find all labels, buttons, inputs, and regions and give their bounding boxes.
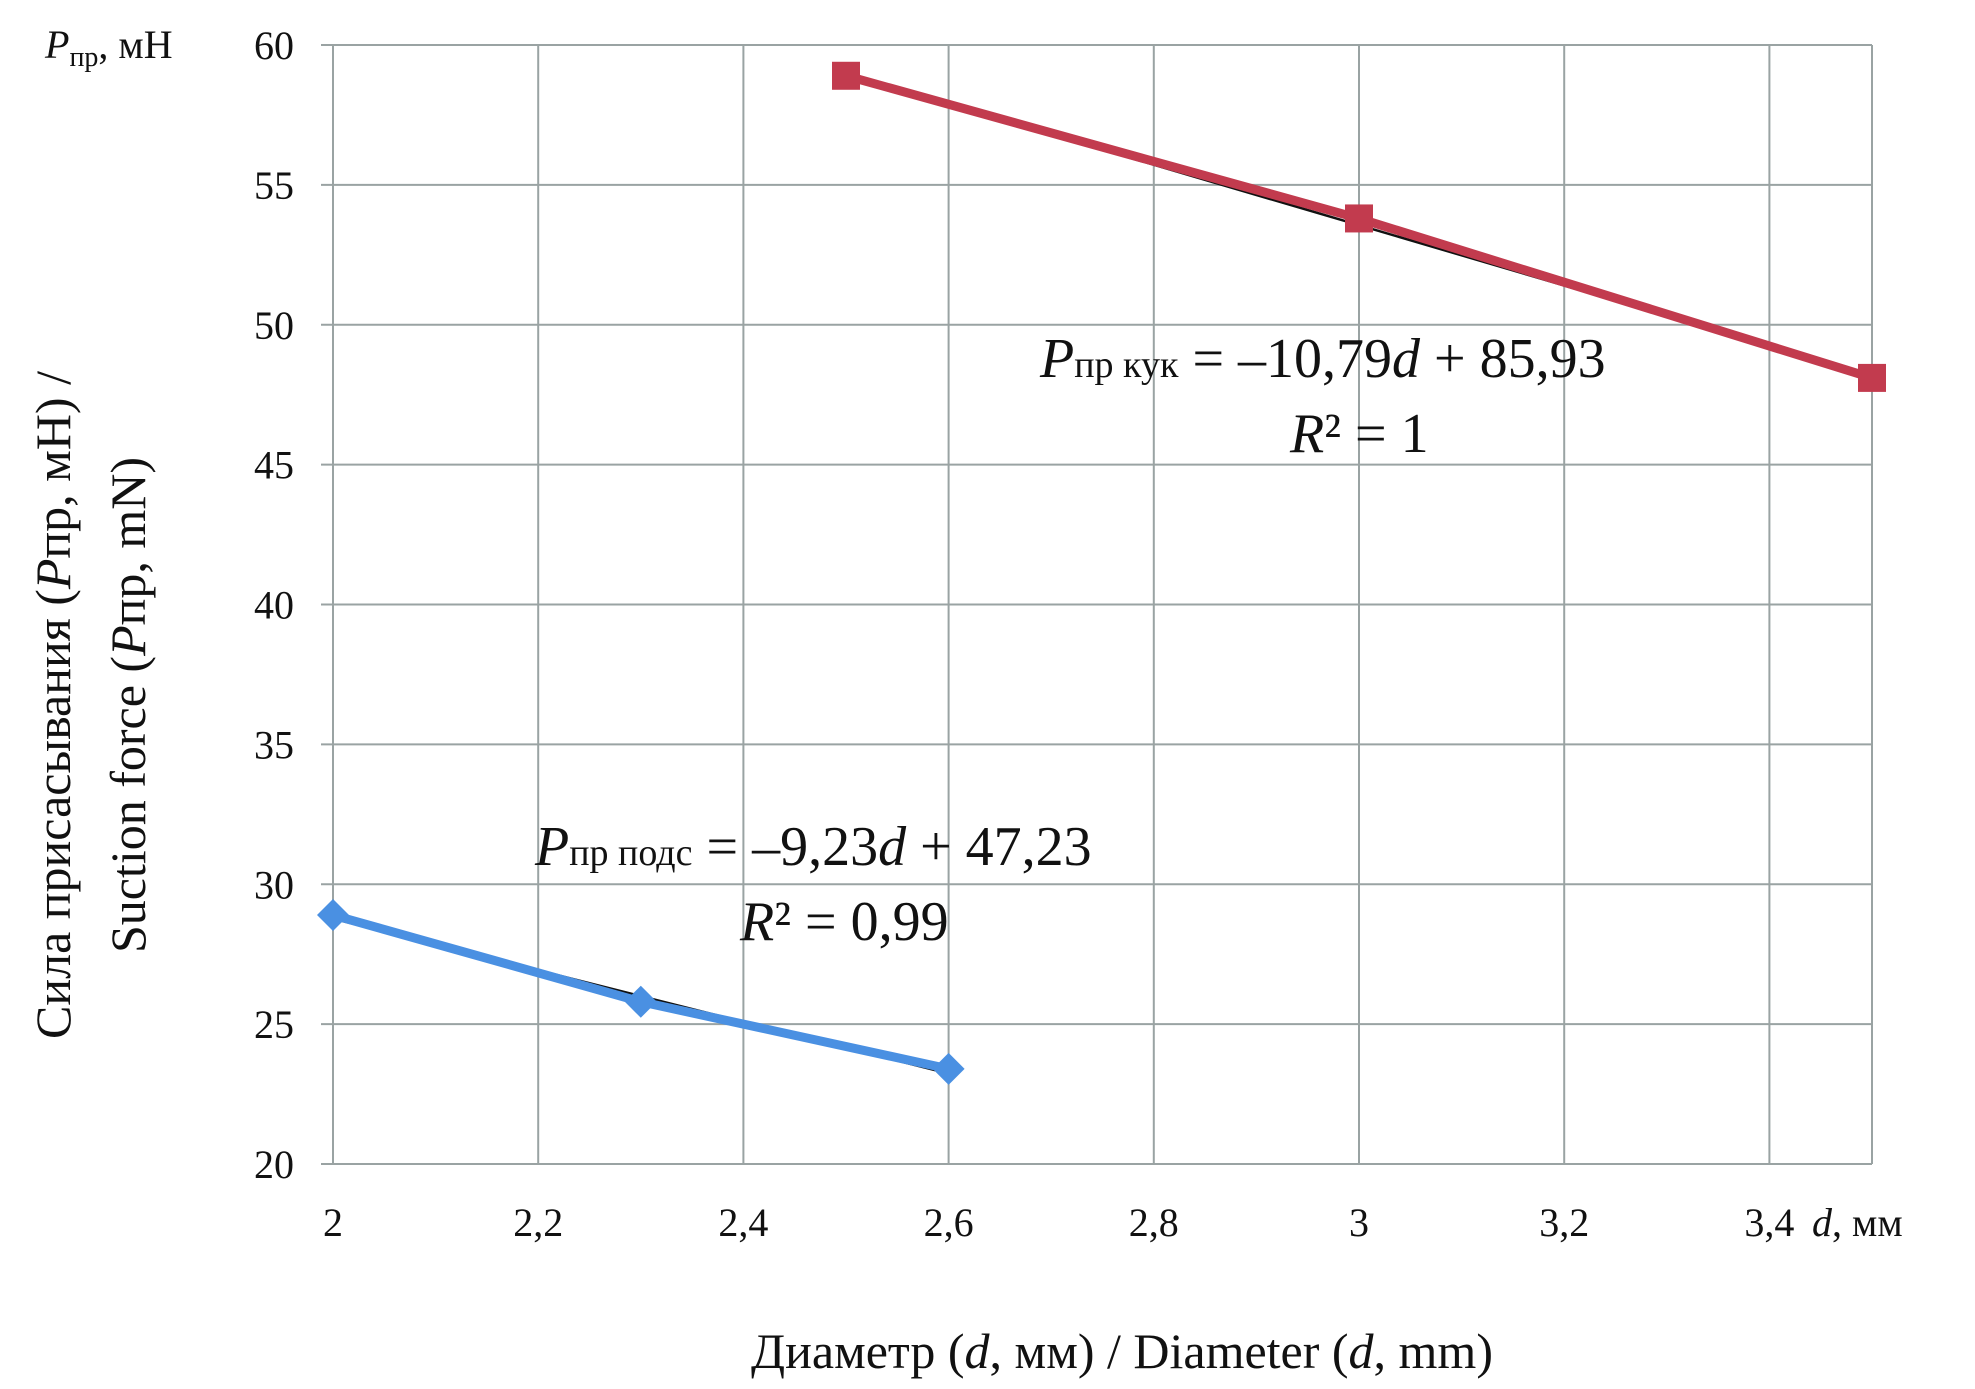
data-point [932, 1052, 965, 1085]
y-tick-label: 20 [254, 1142, 294, 1187]
x-tick-label: 3,4 [1744, 1200, 1794, 1245]
y-tick-label: 45 [254, 443, 294, 488]
grid [321, 44, 1873, 1165]
y-axis-unit: Pпр, мН [44, 22, 173, 73]
y-tick-label: 35 [254, 722, 294, 767]
x-tick-label: 2,8 [1129, 1200, 1179, 1245]
x-axis-unit: d, мм [1812, 1200, 1903, 1245]
x-tick-label: 2,2 [513, 1200, 563, 1245]
series-square [832, 61, 1886, 392]
equation-pods-r2: R² = 0,99 [739, 891, 949, 953]
data-point [1345, 204, 1373, 233]
equation-kuk-formula: Pпр кук = –10,79d + 85,93 [1039, 328, 1606, 390]
data-point [832, 61, 860, 90]
x-tick-label: 2,4 [718, 1200, 768, 1245]
equation-kuk-r2: R² = 1 [1289, 403, 1429, 465]
y-tick-label: 40 [254, 583, 294, 628]
y-tick-label: 30 [254, 862, 294, 907]
x-tick-label: 2 [323, 1200, 343, 1245]
equation-pods-formula: Pпр подс = –9,23d + 47,23 [534, 816, 1092, 878]
y-axis-title: Сила присасывания (Pпр, мН) / Suction fo… [25, 371, 156, 1039]
x-tick-label: 3,2 [1539, 1200, 1589, 1245]
y-axis-title-line1: Сила присасывания (Pпр, мН) / [25, 371, 81, 1039]
x-tick-label: 2,6 [924, 1200, 974, 1245]
tick-labels: 2 2,2 2,4 2,6 2,8 3 3,2 3,4 20 25 30 35 40 45 50 55 60 [254, 23, 1794, 1245]
trendlines [332, 73, 1873, 1075]
y-tick-label: 50 [254, 303, 294, 348]
series [317, 61, 1886, 1085]
x-tick-label: 3 [1349, 1200, 1369, 1245]
equation-pods: Pпр подс = –9,23d + 47,23 R² = 0,99 [534, 816, 1092, 953]
data-point [317, 899, 349, 932]
y-axis-title-line2: Suction force (Pпр, mN) [100, 457, 156, 953]
y-tick-label: 60 [254, 23, 294, 68]
data-point [624, 985, 657, 1018]
equation-kuk: Pпр кук = –10,79d + 85,93 R² = 1 [1039, 328, 1606, 465]
y-tick-label: 55 [254, 163, 294, 208]
x-axis-title: Диаметр (d, мм) / Diameter (d, mm) [751, 1323, 1493, 1379]
data-point [1858, 363, 1886, 392]
y-tick-label: 25 [254, 1002, 294, 1047]
series-diamond [317, 899, 965, 1085]
